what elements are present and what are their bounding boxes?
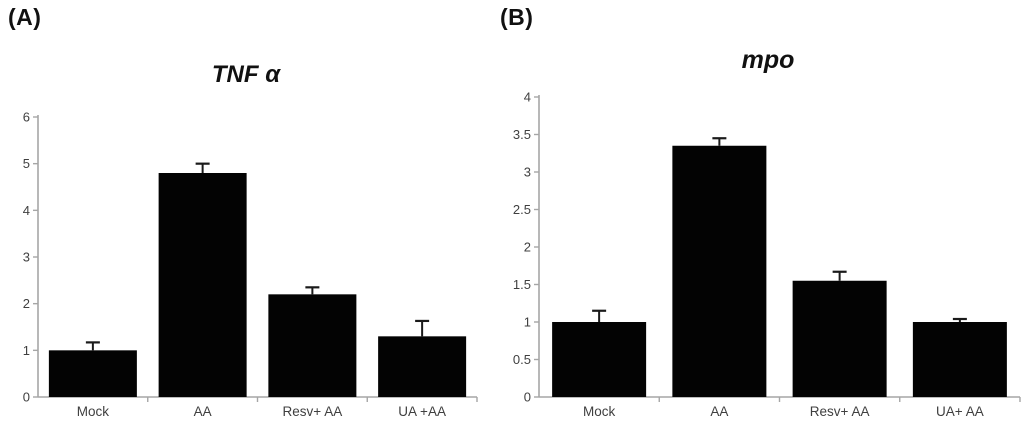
panel-b-plot: 0 0.5 1 1.5 2 2.5 3 3.5 4 Mock AA Resv+ AA UA+ AA bbox=[513, 90, 1021, 419]
bar-a-3 bbox=[378, 336, 467, 397]
y-tick-label: 1 bbox=[524, 315, 531, 330]
panel-a-title: TNF α bbox=[211, 61, 281, 88]
y-tick-label: 0 bbox=[23, 390, 30, 405]
x-category-label: Resv+ AA bbox=[283, 404, 343, 419]
x-category-label: AA bbox=[194, 404, 212, 419]
y-tick-label: 3 bbox=[524, 165, 531, 180]
bar-b-0 bbox=[552, 322, 647, 397]
x-category-label: Mock bbox=[583, 404, 616, 419]
x-category-label: Resv+ AA bbox=[810, 404, 870, 419]
bar-a-0 bbox=[48, 350, 137, 397]
bar-a-2 bbox=[268, 294, 357, 397]
y-tick-label: 2 bbox=[524, 240, 531, 255]
panel-a-plot: 0 1 2 3 4 5 6 Mock AA Resv+ AA UA +AA bbox=[23, 110, 478, 419]
bar-b-2 bbox=[792, 280, 887, 397]
y-tick-label: 6 bbox=[23, 110, 30, 125]
y-tick-label: 3 bbox=[23, 250, 30, 265]
x-category-label: AA bbox=[710, 404, 728, 419]
panel-b-label: (B) bbox=[500, 4, 534, 30]
panel-a-label: (A) bbox=[8, 4, 42, 30]
y-tick-label: 2 bbox=[23, 296, 30, 311]
y-tick-label: 3.5 bbox=[513, 127, 531, 142]
bar-b-1 bbox=[672, 145, 767, 397]
bar-b-3 bbox=[912, 322, 1007, 397]
y-tick-label: 1 bbox=[23, 343, 30, 358]
x-category-label: UA +AA bbox=[398, 404, 446, 419]
y-tick-label: 4 bbox=[524, 90, 531, 105]
y-tick-label: 1.5 bbox=[513, 277, 531, 292]
bar-a-1 bbox=[158, 173, 247, 397]
y-tick-label: 0.5 bbox=[513, 352, 531, 367]
y-tick-label: 0 bbox=[524, 390, 531, 405]
x-category-label: Mock bbox=[77, 404, 110, 419]
y-tick-label: 4 bbox=[23, 203, 30, 218]
y-tick-label: 2.5 bbox=[513, 202, 531, 217]
y-tick-label: 5 bbox=[23, 156, 30, 171]
x-category-label: UA+ AA bbox=[936, 404, 984, 419]
panel-b-title: mpo bbox=[741, 46, 795, 74]
